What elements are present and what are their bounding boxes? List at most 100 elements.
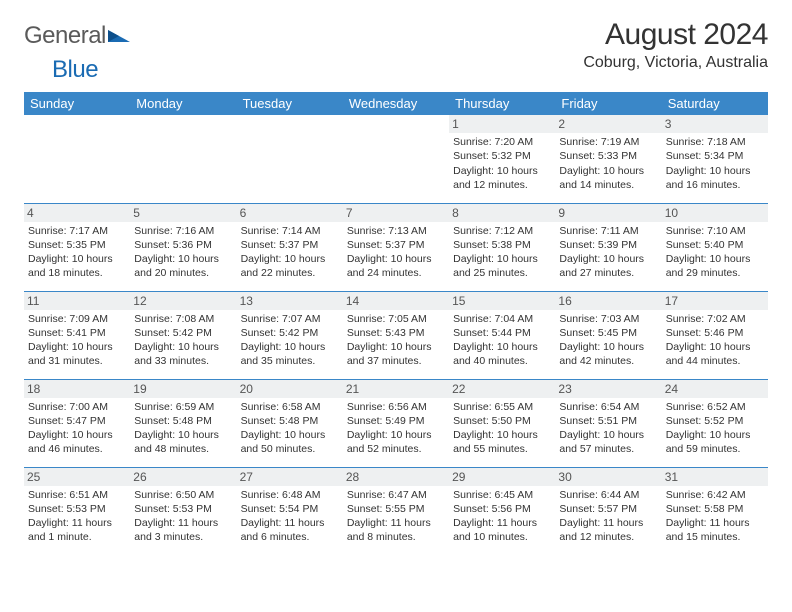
cell-line: and 10 minutes. bbox=[453, 530, 551, 544]
cell-line: and 6 minutes. bbox=[241, 530, 339, 544]
cell-line: Sunrise: 7:10 AM bbox=[666, 224, 764, 238]
cell-line: Sunrise: 6:56 AM bbox=[347, 400, 445, 414]
calendar-cell: 26Sunrise: 6:50 AMSunset: 5:53 PMDayligh… bbox=[130, 467, 236, 555]
cell-line: Daylight: 10 hours bbox=[453, 340, 551, 354]
cell-line: Sunset: 5:57 PM bbox=[559, 502, 657, 516]
calendar-week-row: 18 Sunrise: 7:00 AMSunset: 5:47 PM Dayligh… bbox=[24, 379, 768, 467]
day-number: 21 bbox=[343, 380, 449, 398]
cell-line: Sunrise: 7:12 AM bbox=[453, 224, 551, 238]
cell-line: and 12 minutes. bbox=[453, 178, 551, 192]
calendar-cell: 24 Sunrise: 6:52 AMSunset: 5:52 PMDayligh… bbox=[662, 379, 768, 467]
calendar-body: 1Sunrise: 7:20 AMSunset: 5:32 PMDaylight… bbox=[24, 115, 768, 555]
day-number: 3 bbox=[662, 115, 768, 133]
calendar-cell: 6Sunrise: 7:14 AMSunset: 5:37 PMDaylight… bbox=[237, 203, 343, 291]
cell-line: Daylight: 10 hours bbox=[241, 428, 339, 442]
day-number: 5 bbox=[130, 204, 236, 222]
calendar-cell bbox=[130, 115, 236, 203]
day-number: 15 bbox=[449, 292, 555, 310]
cell-line: Daylight: 11 hours bbox=[559, 516, 657, 530]
day-number: 20 bbox=[237, 380, 343, 398]
cell-line: Sunset: 5:49 PM bbox=[347, 414, 445, 428]
calendar-cell: 23Sunrise: 6:54 AMSunset: 5:51 PMDayligh… bbox=[555, 379, 661, 467]
day-number: 14 bbox=[343, 292, 449, 310]
day-number: 10 bbox=[662, 204, 768, 222]
calendar-cell: 10Sunrise: 7:10 AMSunset: 5:40 PMDayligh… bbox=[662, 203, 768, 291]
logo-word2: Blue bbox=[52, 56, 98, 84]
day-number: 18 bbox=[24, 380, 130, 398]
calendar-page: General August 2024 Coburg, Victoria, Au… bbox=[0, 0, 792, 573]
cell-line: Sunset: 5:41 PM bbox=[28, 326, 126, 340]
day-number: 7 bbox=[343, 204, 449, 222]
cell-line: Sunset: 5:35 PM bbox=[28, 238, 126, 252]
calendar-cell: 29Sunrise: 6:45 AMSunset: 5:56 PMDayligh… bbox=[449, 467, 555, 555]
cell-line: Sunset: 5:58 PM bbox=[666, 502, 764, 516]
day-number: 16 bbox=[555, 292, 661, 310]
cell-line: Sunrise: 6:48 AM bbox=[241, 488, 339, 502]
cell-line: Sunrise: 7:02 AM bbox=[666, 312, 764, 326]
calendar-cell: 1Sunrise: 7:20 AMSunset: 5:32 PMDaylight… bbox=[449, 115, 555, 203]
calendar-cell: 14Sunrise: 7:05 AMSunset: 5:43 PMDayligh… bbox=[343, 291, 449, 379]
cell-line: Daylight: 10 hours bbox=[559, 252, 657, 266]
cell-line: Sunrise: 7:13 AM bbox=[347, 224, 445, 238]
cell-line: Sunrise: 6:55 AM bbox=[453, 400, 551, 414]
calendar-cell: 16Sunrise: 7:03 AMSunset: 5:45 PMDayligh… bbox=[555, 291, 661, 379]
cell-line: and 46 minutes. bbox=[28, 442, 126, 456]
cell-line: Sunrise: 7:09 AM bbox=[28, 312, 126, 326]
day-number: 8 bbox=[449, 204, 555, 222]
cell-line: and 25 minutes. bbox=[453, 266, 551, 280]
month-title: August 2024 bbox=[583, 18, 768, 52]
day-number: 24 bbox=[662, 380, 768, 398]
weekday-header: Saturday bbox=[662, 92, 768, 115]
cell-line: Daylight: 11 hours bbox=[241, 516, 339, 530]
cell-line: Daylight: 11 hours bbox=[347, 516, 445, 530]
cell-line: Daylight: 10 hours bbox=[134, 428, 232, 442]
cell-line: Sunset: 5:56 PM bbox=[453, 502, 551, 516]
calendar-cell: 13Sunrise: 7:07 AMSunset: 5:42 PMDayligh… bbox=[237, 291, 343, 379]
cell-line: Sunrise: 7:19 AM bbox=[559, 135, 657, 149]
cell-line: and 20 minutes. bbox=[134, 266, 232, 280]
calendar-cell: 7Sunrise: 7:13 AMSunset: 5:37 PMDaylight… bbox=[343, 203, 449, 291]
cell-line: Sunset: 5:48 PM bbox=[134, 414, 232, 428]
calendar-cell: 20Sunrise: 6:58 AMSunset: 5:48 PMDayligh… bbox=[237, 379, 343, 467]
calendar-cell: 4Sunrise: 7:17 AMSunset: 5:35 PMDaylight… bbox=[24, 203, 130, 291]
cell-line: Daylight: 10 hours bbox=[241, 252, 339, 266]
cell-line: Sunrise: 7:00 AM bbox=[28, 400, 126, 414]
title-block: August 2024 Coburg, Victoria, Australia bbox=[583, 18, 768, 72]
calendar-week-row: 11Sunrise: 7:09 AMSunset: 5:41 PMDayligh… bbox=[24, 291, 768, 379]
cell-line: Sunset: 5:50 PM bbox=[453, 414, 551, 428]
cell-line: and 40 minutes. bbox=[453, 354, 551, 368]
calendar-head: Sunday Monday Tuesday Wednesday Thursday… bbox=[24, 92, 768, 115]
cell-line: Sunset: 5:36 PM bbox=[134, 238, 232, 252]
cell-line: Daylight: 10 hours bbox=[666, 428, 764, 442]
cell-line: and 16 minutes. bbox=[666, 178, 764, 192]
cell-line: Daylight: 10 hours bbox=[559, 428, 657, 442]
cell-line: Sunset: 5:52 PM bbox=[666, 414, 764, 428]
cell-line: and 48 minutes. bbox=[134, 442, 232, 456]
calendar-cell bbox=[24, 115, 130, 203]
cell-line: and 15 minutes. bbox=[666, 530, 764, 544]
day-number: 23 bbox=[555, 380, 661, 398]
cell-line: Daylight: 11 hours bbox=[134, 516, 232, 530]
cell-line: Sunset: 5:47 PM bbox=[28, 414, 126, 428]
cell-line: Sunrise: 7:17 AM bbox=[28, 224, 126, 238]
calendar-cell: 2Sunrise: 7:19 AMSunset: 5:33 PMDaylight… bbox=[555, 115, 661, 203]
cell-line: Sunrise: 7:18 AM bbox=[666, 135, 764, 149]
calendar-cell: 22Sunrise: 6:55 AMSunset: 5:50 PMDayligh… bbox=[449, 379, 555, 467]
day-number: 6 bbox=[237, 204, 343, 222]
cell-line: and 8 minutes. bbox=[347, 530, 445, 544]
cell-line: Sunrise: 7:03 AM bbox=[559, 312, 657, 326]
calendar-cell: 11Sunrise: 7:09 AMSunset: 5:41 PMDayligh… bbox=[24, 291, 130, 379]
logo-triangle-icon bbox=[108, 26, 130, 47]
day-number: 19 bbox=[130, 380, 236, 398]
cell-line: and 44 minutes. bbox=[666, 354, 764, 368]
cell-line: Sunset: 5:42 PM bbox=[241, 326, 339, 340]
calendar-table: Sunday Monday Tuesday Wednesday Thursday… bbox=[24, 92, 768, 555]
cell-line: and 12 minutes. bbox=[559, 530, 657, 544]
calendar-cell: 9Sunrise: 7:11 AMSunset: 5:39 PMDaylight… bbox=[555, 203, 661, 291]
cell-line: Sunrise: 6:54 AM bbox=[559, 400, 657, 414]
cell-line: Daylight: 10 hours bbox=[666, 252, 764, 266]
cell-line: Sunrise: 6:59 AM bbox=[134, 400, 232, 414]
cell-line: Sunrise: 6:52 AM bbox=[666, 400, 764, 414]
cell-line: Sunset: 5:34 PM bbox=[666, 149, 764, 163]
calendar-cell: 31Sunrise: 6:42 AMSunset: 5:58 PMDayligh… bbox=[662, 467, 768, 555]
